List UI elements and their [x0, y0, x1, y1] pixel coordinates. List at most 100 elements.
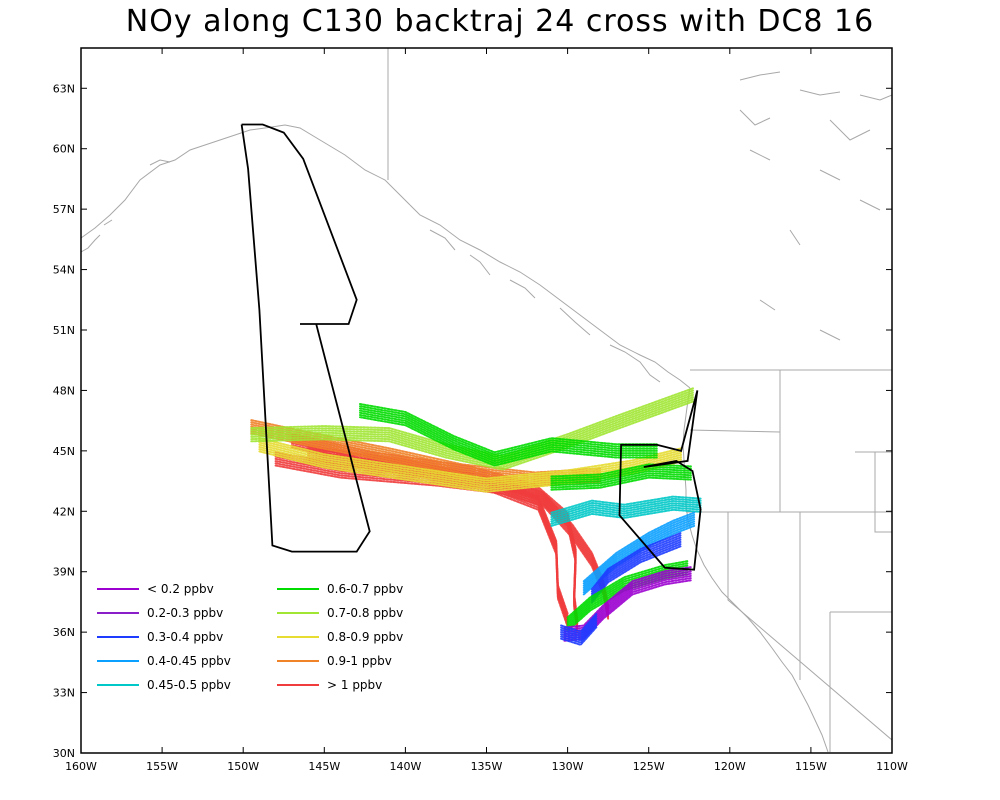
trajectory-strand — [582, 518, 696, 589]
trajectory-band — [550, 463, 692, 491]
trajectory-strand — [359, 403, 658, 454]
trajectory-strand — [550, 467, 692, 482]
lon-tick-label: 155W — [146, 760, 178, 773]
trajectory-strand — [582, 511, 696, 583]
legend-label: 0.8-0.9 ppbv — [327, 630, 403, 644]
page-title: NOy along C130 backtraj 24 cross with DC… — [125, 4, 875, 39]
alaska-islands — [80, 159, 171, 253]
coastlines — [80, 48, 893, 753]
lon-tick-label: 135W — [471, 760, 503, 773]
legend-label: 0.9-1 ppbv — [327, 654, 392, 668]
trajectory-strand — [550, 495, 702, 514]
lon-tick-label: 125W — [633, 760, 665, 773]
legend-item: 0.45-0.5 ppbv — [97, 678, 231, 692]
lon-tick-label: 110W — [876, 760, 908, 773]
trajectory-strand — [258, 439, 683, 482]
trajectory-strand — [560, 614, 598, 635]
trajectory-strand — [250, 397, 696, 469]
trajectory-band — [560, 612, 598, 646]
lat-tick-label: 57N — [53, 203, 75, 216]
trajectory-strand — [550, 504, 702, 523]
trajectory-strand — [590, 536, 683, 595]
lat-tick-label: 33N — [53, 687, 75, 700]
trajectory-strand — [359, 416, 658, 467]
trajectory-strand — [566, 562, 689, 621]
legend: < 0.2 ppbv 0.2-0.3 ppbv 0.3-0.4 ppbv 0.4-0.… — [97, 582, 403, 692]
legend-item: 0.7-0.8 ppbv — [277, 606, 403, 620]
trajectory-strand — [582, 513, 696, 585]
lon-tick-label: 130W — [552, 760, 584, 773]
alaska-coast — [80, 124, 411, 239]
trajectory-strand — [550, 465, 692, 480]
trajectory-strand — [250, 400, 696, 471]
trajectory-strand — [582, 516, 696, 587]
legend-item: 0.3-0.4 ppbv — [97, 630, 223, 644]
legend-item: 0.2-0.3 ppbv — [97, 606, 223, 620]
trajectory-strand — [590, 542, 683, 602]
trajectory-strand — [590, 545, 683, 604]
bc-coast — [409, 204, 691, 389]
lon-tick-label: 120W — [714, 760, 746, 773]
trajectory-strand — [563, 566, 692, 629]
legend-label: 0.6-0.7 ppbv — [327, 582, 403, 596]
c130-flight-track — [240, 123, 371, 553]
trajectory-strand — [590, 540, 683, 600]
legend-label: 0.7-0.8 ppbv — [327, 606, 403, 620]
lon-tick-label: 115W — [795, 760, 827, 773]
trajectories — [250, 386, 702, 646]
trajectory-strand — [550, 502, 702, 521]
trajectory-strand — [560, 616, 598, 638]
trajectory-strand — [550, 508, 702, 527]
trajectory-strand — [590, 534, 683, 593]
trajectory-strand — [359, 405, 658, 456]
trajectory-strand — [258, 441, 683, 484]
trajectory-band — [550, 495, 702, 527]
legend-item: 0.4-0.45 ppbv — [97, 654, 231, 668]
trajectory-strand — [550, 474, 692, 489]
trajectory-band — [359, 403, 658, 467]
trajectory-strand — [258, 437, 683, 480]
axes: 33N 36N 39N 42N 45N 48N 51N 54N 57N 60N 63N 30N160W… — [53, 48, 908, 773]
flight-tracks — [240, 123, 702, 571]
trajectory-band — [590, 531, 683, 604]
trajectory-strand — [550, 499, 702, 519]
lat-tick-label: 36N — [53, 626, 75, 639]
trajectory-strand — [566, 560, 689, 619]
trajectory-strand — [550, 469, 692, 485]
legend-item: 0.8-0.9 ppbv — [277, 630, 403, 644]
lat-tick-label: 30N — [53, 747, 75, 760]
trajectory-strand — [550, 472, 692, 487]
legend-label: < 0.2 ppbv — [147, 582, 214, 596]
trajectory-strand — [359, 411, 658, 463]
legend-item: 0.9-1 ppbv — [277, 654, 392, 668]
legend-item: 0.6-0.7 ppbv — [277, 582, 403, 596]
trajectory-strand — [560, 619, 598, 640]
lat-tick-label: 54N — [53, 264, 75, 277]
legend-label: 0.2-0.3 ppbv — [147, 606, 223, 620]
lat-tick-label: 51N — [53, 324, 75, 337]
lat-tick-label: 63N — [53, 82, 75, 95]
trajectory-strand — [560, 612, 598, 633]
trajectory-strand — [560, 625, 598, 646]
legend-item: < 0.2 ppbv — [97, 582, 214, 596]
trajectory-strand — [563, 568, 692, 631]
trajectory-strand — [550, 497, 702, 516]
map-background — [81, 48, 892, 753]
bc-islands — [429, 229, 661, 383]
lon-tick-label: 140W — [389, 760, 421, 773]
legend-label: > 1 ppbv — [327, 678, 382, 692]
legend-label: 0.45-0.5 ppbv — [147, 678, 231, 692]
trajectory-strand — [560, 621, 598, 642]
lat-tick-label: 60N — [53, 143, 75, 156]
legend-label: 0.3-0.4 ppbv — [147, 630, 223, 644]
inland-lakes — [739, 71, 893, 341]
lat-tick-label: 48N — [53, 384, 75, 397]
trajectory-strand — [550, 476, 692, 491]
lat-tick-label: 42N — [53, 505, 75, 518]
us-west-coast — [682, 387, 829, 753]
legend-label: 0.4-0.45 ppbv — [147, 654, 231, 668]
trajectory-strand — [550, 506, 702, 525]
legend-item: > 1 ppbv — [277, 678, 382, 692]
lon-tick-label: 160W — [65, 760, 97, 773]
